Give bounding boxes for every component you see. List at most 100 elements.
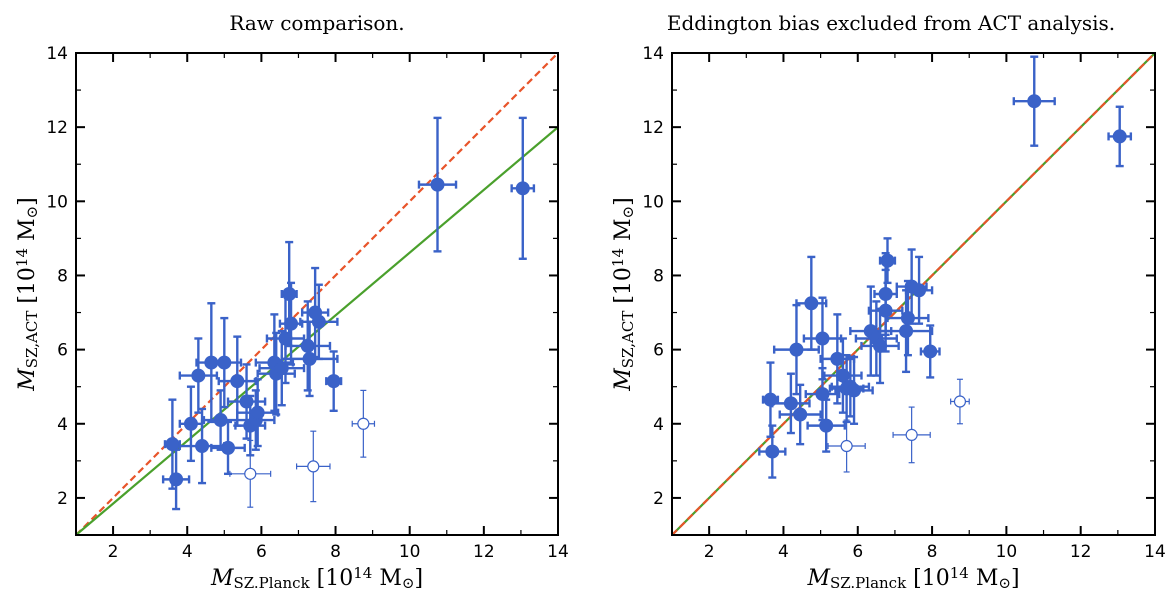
data-point (919, 324, 941, 379)
y-tick-label: 14 (46, 44, 68, 64)
marker (899, 324, 914, 339)
y-axis-label-sub: SZ,ACT (23, 311, 41, 369)
data-point (299, 283, 339, 361)
data-point (878, 289, 934, 374)
x-axis-label-exp: 14 (353, 564, 372, 582)
marker (804, 296, 819, 311)
data-point (206, 316, 243, 409)
marker (311, 314, 326, 329)
plot-area (672, 53, 1155, 535)
y-tick-label: 4 (57, 415, 68, 435)
x-axis-label-exp: 14 (950, 564, 969, 582)
data-point (210, 420, 246, 476)
y-tick-label: 10 (642, 192, 664, 212)
marker (815, 331, 830, 346)
x-tick-label: 14 (1144, 542, 1166, 562)
y-tick-label: 4 (653, 415, 664, 435)
marker (195, 439, 210, 454)
y-axis-label-unit: [10 (611, 267, 636, 311)
x-tick-label: 6 (256, 542, 267, 562)
marker-open (307, 460, 320, 473)
y-axis-label: MSZ,ACT [1014 M⊙] (609, 197, 637, 391)
y-tick-label: 8 (57, 266, 68, 286)
x-tick-label: 12 (473, 542, 495, 562)
marker (912, 283, 927, 298)
marker (300, 338, 315, 353)
data-point (417, 116, 458, 253)
data-point (202, 389, 239, 451)
marker (819, 418, 834, 433)
data-point (795, 255, 828, 351)
data-point (325, 350, 343, 412)
x-axis-label-unit2: M (969, 566, 999, 591)
one-to-one-line (76, 53, 558, 535)
x-tick-label: 10 (399, 542, 421, 562)
data-point (904, 255, 934, 325)
panel-1: Raw comparison.2 4 6 8 10 12 142468101214MSZ.P… (13, 11, 569, 592)
marker (430, 177, 445, 192)
marker (847, 383, 862, 398)
x-axis-label-close: ] (414, 566, 423, 591)
data-point (823, 337, 863, 414)
data-point (761, 361, 780, 438)
marker (191, 368, 206, 383)
y-tick-label: 6 (653, 341, 664, 361)
marker (183, 416, 198, 431)
marker (284, 316, 299, 331)
data-point (834, 355, 874, 425)
x-axis-label-sun: ⊙ (402, 574, 415, 592)
y-axis-label-main: M (611, 368, 636, 392)
x-axis-label-sun: ⊙ (998, 574, 1011, 592)
x-tick-label: 8 (330, 542, 341, 562)
data-point-open (296, 430, 331, 503)
y-axis-label-unit2: M (611, 218, 636, 248)
y-axis-label-unit: [10 (15, 267, 40, 311)
x-tick-label: 14 (547, 542, 569, 562)
x-tick-label: 8 (927, 542, 938, 562)
marker (282, 287, 297, 301)
data-point (771, 372, 811, 435)
fit-line (76, 126, 558, 535)
y-tick-label: 2 (653, 489, 664, 509)
marker (217, 355, 232, 370)
marker-open (357, 417, 370, 430)
y-axis-label-exp: 14 (13, 248, 31, 267)
y-axis-label-exp: 14 (609, 248, 627, 267)
y-tick-label: 10 (46, 192, 68, 212)
marker (230, 374, 245, 389)
x-tick-label: 6 (852, 542, 863, 562)
y-tick-label: 8 (653, 266, 664, 286)
data-point (778, 383, 822, 446)
marker-open (905, 428, 918, 441)
x-tick-label: 4 (778, 542, 789, 562)
x-axis-label-close: ] (1011, 566, 1020, 591)
marker (765, 444, 780, 459)
y-axis-label: MSZ,ACT [1014 M⊙] (13, 197, 41, 391)
data-point-open (950, 378, 970, 425)
x-tick-label: 2 (704, 542, 715, 562)
data-point (280, 320, 339, 398)
marker-open (244, 467, 257, 480)
x-axis-label-unit: [10 (906, 566, 950, 591)
marker (923, 344, 938, 359)
data-point-open (229, 439, 272, 508)
data-point (758, 424, 787, 479)
data-point (236, 378, 280, 448)
marker (169, 472, 184, 487)
y-axis-label-sun: ⊙ (23, 206, 41, 219)
marker-open (840, 439, 853, 453)
marker (793, 407, 808, 422)
data-point (878, 237, 897, 285)
x-tick-label: 12 (1070, 542, 1092, 562)
plot-area (76, 53, 558, 535)
marker (1027, 94, 1042, 109)
x-axis-label-unit: [10 (310, 566, 354, 591)
data-point (284, 300, 332, 392)
y-axis-label-sub: SZ,ACT (619, 311, 637, 369)
data-point (278, 281, 304, 366)
data-point-open (827, 419, 866, 473)
marker (1112, 129, 1127, 144)
data-point (510, 116, 536, 260)
chart-title: Raw comparison. (229, 11, 404, 35)
data-point (1107, 105, 1133, 168)
